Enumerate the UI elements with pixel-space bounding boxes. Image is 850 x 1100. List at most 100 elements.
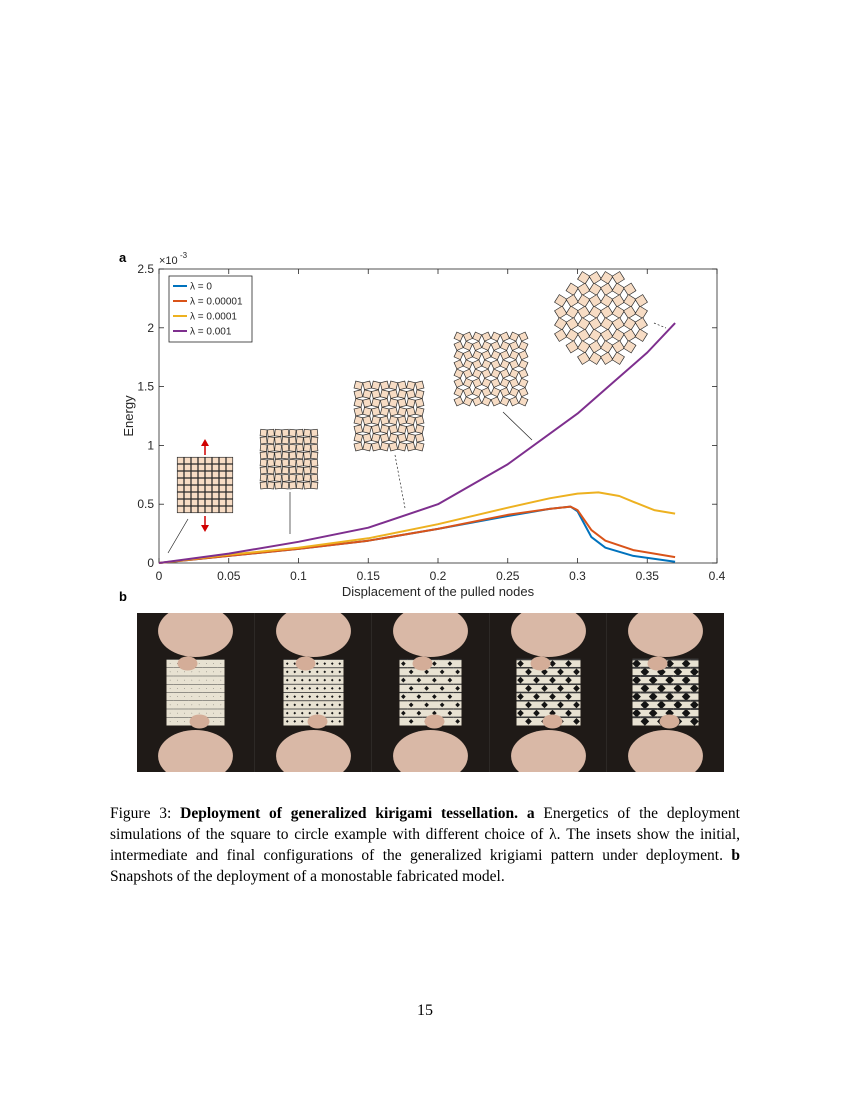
caption-b-label: b: [731, 847, 740, 864]
inset-tile: [379, 389, 390, 399]
inset-tile: [310, 466, 319, 475]
inset-tile: [518, 350, 529, 361]
inset-tile: [388, 389, 399, 399]
inset-tile: [362, 406, 372, 417]
hand-bottom: [275, 730, 351, 772]
kirigami-cut: [184, 671, 185, 673]
inset-tile: [414, 415, 425, 426]
inset-tile: [406, 389, 416, 399]
inset-tile: [310, 428, 319, 437]
inset-tile: [397, 389, 407, 399]
inset-tile: [518, 368, 529, 379]
kirigami-cut: [564, 676, 572, 684]
series-line-1: [158, 505, 676, 564]
inset-tile: [397, 406, 407, 417]
hand-bottom: [158, 730, 233, 772]
inset-tile: [472, 387, 483, 398]
inset-tile: [414, 389, 425, 399]
kirigami-cut: [516, 660, 524, 667]
kirigami-cut: [220, 679, 222, 681]
inset-tile: [225, 463, 234, 472]
inset-tile: [565, 340, 579, 354]
inset-tile: [197, 477, 206, 486]
inset-tile: [266, 436, 275, 445]
kirigami-cut: [206, 696, 207, 697]
kirigami-cut: [198, 704, 200, 706]
inset-tile: [481, 331, 492, 342]
inset-tile: [295, 466, 304, 475]
inset-tile: [397, 433, 407, 443]
inset-tile: [509, 368, 520, 379]
inset-tile: [414, 398, 425, 408]
inset-tile: [577, 294, 591, 308]
inset-tile: [204, 505, 213, 514]
inset-tile: [218, 484, 227, 493]
thumb-top: [177, 656, 198, 671]
kirigami-cut: [524, 701, 532, 709]
inset-tile: [453, 331, 464, 342]
inset-tile: [414, 441, 425, 452]
inset-tile: [499, 387, 510, 398]
inset-tile: [371, 415, 381, 426]
inset-tile: [183, 505, 192, 514]
inset-tile: [499, 396, 510, 407]
inset-tile: [518, 340, 529, 351]
inset-tile: [176, 505, 185, 514]
inset-tile: [588, 340, 602, 354]
kirigami-cut: [184, 721, 185, 722]
series-line-3: [158, 322, 676, 564]
inset-tile: [197, 456, 206, 465]
inset-tile: [600, 317, 614, 331]
inset-tile: [176, 463, 185, 472]
kirigami-cut: [548, 693, 556, 700]
kirigami-cut: [213, 696, 214, 697]
kirigami-cut: [169, 696, 171, 697]
inset-tile: [274, 458, 283, 467]
inset-tile: [211, 477, 220, 486]
inset-tile: [303, 466, 312, 475]
inset-tile: [481, 350, 492, 361]
inset-tile: [218, 505, 227, 514]
kirigami-cut: [169, 671, 171, 673]
inset-tile: [462, 396, 473, 407]
inset-tile: [176, 498, 185, 507]
inset-tile: [225, 470, 234, 479]
inset-tile: [611, 328, 625, 342]
inset-tile: [197, 470, 206, 479]
inset-tile: [509, 340, 520, 351]
inset-tile: [588, 317, 602, 331]
inset-tile: [600, 282, 614, 296]
inset-tile: [518, 396, 529, 407]
kirigami-cut: [213, 712, 214, 714]
inset-tile: [295, 451, 304, 460]
inset-tile: [588, 282, 602, 296]
deployment-photo-strip: [137, 613, 724, 772]
kirigami-cut: [548, 676, 556, 684]
inset-tile: [266, 451, 275, 460]
inset-tile: [499, 331, 510, 342]
inset-tile: [588, 271, 602, 285]
inset-tile: [509, 377, 520, 388]
inset-tile: [266, 443, 275, 452]
caption-a-label: a: [526, 805, 535, 822]
inset-tile: [565, 294, 579, 308]
inset-tile: [414, 380, 425, 391]
inset-tile: [634, 294, 648, 308]
inset-tile: [490, 359, 501, 370]
inset-tile: [472, 368, 483, 379]
inset-tile: [600, 328, 614, 342]
inset-tile: [577, 305, 591, 319]
inset-tile: [371, 389, 381, 399]
inset-tile: [379, 380, 390, 391]
inset-tile: [406, 398, 416, 408]
deployment-photo-5: [607, 613, 724, 772]
hand-bottom: [393, 730, 469, 772]
inset-tile: [288, 466, 297, 475]
inset-tile: [406, 415, 416, 426]
kirigami-cut: [220, 721, 222, 722]
inset-tile: [481, 340, 492, 351]
inset-final: [554, 271, 648, 365]
kirigami-cut: [213, 679, 214, 681]
kirigami-cut: [177, 696, 178, 697]
inset-tile: [453, 350, 464, 361]
